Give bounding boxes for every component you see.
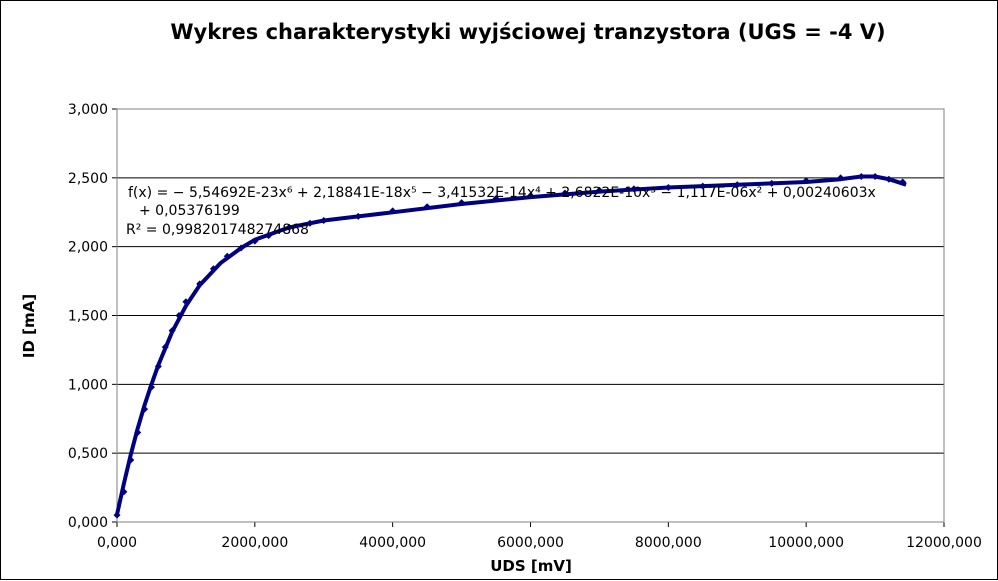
chart-title: Wykres charakterystyki wyjściowej tranzy… [170, 20, 885, 44]
x-tick-label: 10000,000 [768, 535, 844, 551]
data-point [113, 511, 121, 519]
y-tick-label: 1,000 [68, 377, 108, 393]
x-tick-labels: 0,000 2000,000 4000,000 6000,000 8000,000 100… [97, 535, 982, 551]
x-axis-label: UDS [mV] [490, 557, 572, 575]
y-tick-label: 3,000 [68, 102, 108, 118]
x-tick-label: 6000,000 [497, 535, 564, 551]
y-tick-label: 2,000 [68, 240, 108, 256]
x-tick-label: 4000,000 [359, 535, 426, 551]
trendline [115, 174, 907, 516]
grid-lines [112, 108, 945, 527]
y-tick-label: 0,000 [68, 515, 108, 531]
x-tick-label: 2000,000 [221, 535, 288, 551]
y-tick-label: 0,500 [68, 446, 108, 462]
y-tick-labels: 0,000 0,500 1,000 1,500 2,000 2,500 3,000 [68, 102, 108, 531]
y-tick-label: 2,500 [68, 171, 108, 187]
x-tick-label: 0,000 [97, 535, 137, 551]
x-tick-label: 8000,000 [635, 535, 702, 551]
trendline-r-squared: R² = 0,998201748274868 [126, 222, 309, 238]
y-tick-label: 1,500 [68, 309, 108, 325]
y-axis-label: ID [mA] [20, 294, 38, 358]
plot-area [116, 108, 945, 523]
trendline-equation-line1: f(x) = − 5,54692E-23x⁶ + 2,18841E-18x⁵ −… [128, 185, 876, 201]
x-tick-label: 12000,000 [906, 535, 982, 551]
trendline-equation-line2: + 0,05376199 [139, 203, 240, 219]
